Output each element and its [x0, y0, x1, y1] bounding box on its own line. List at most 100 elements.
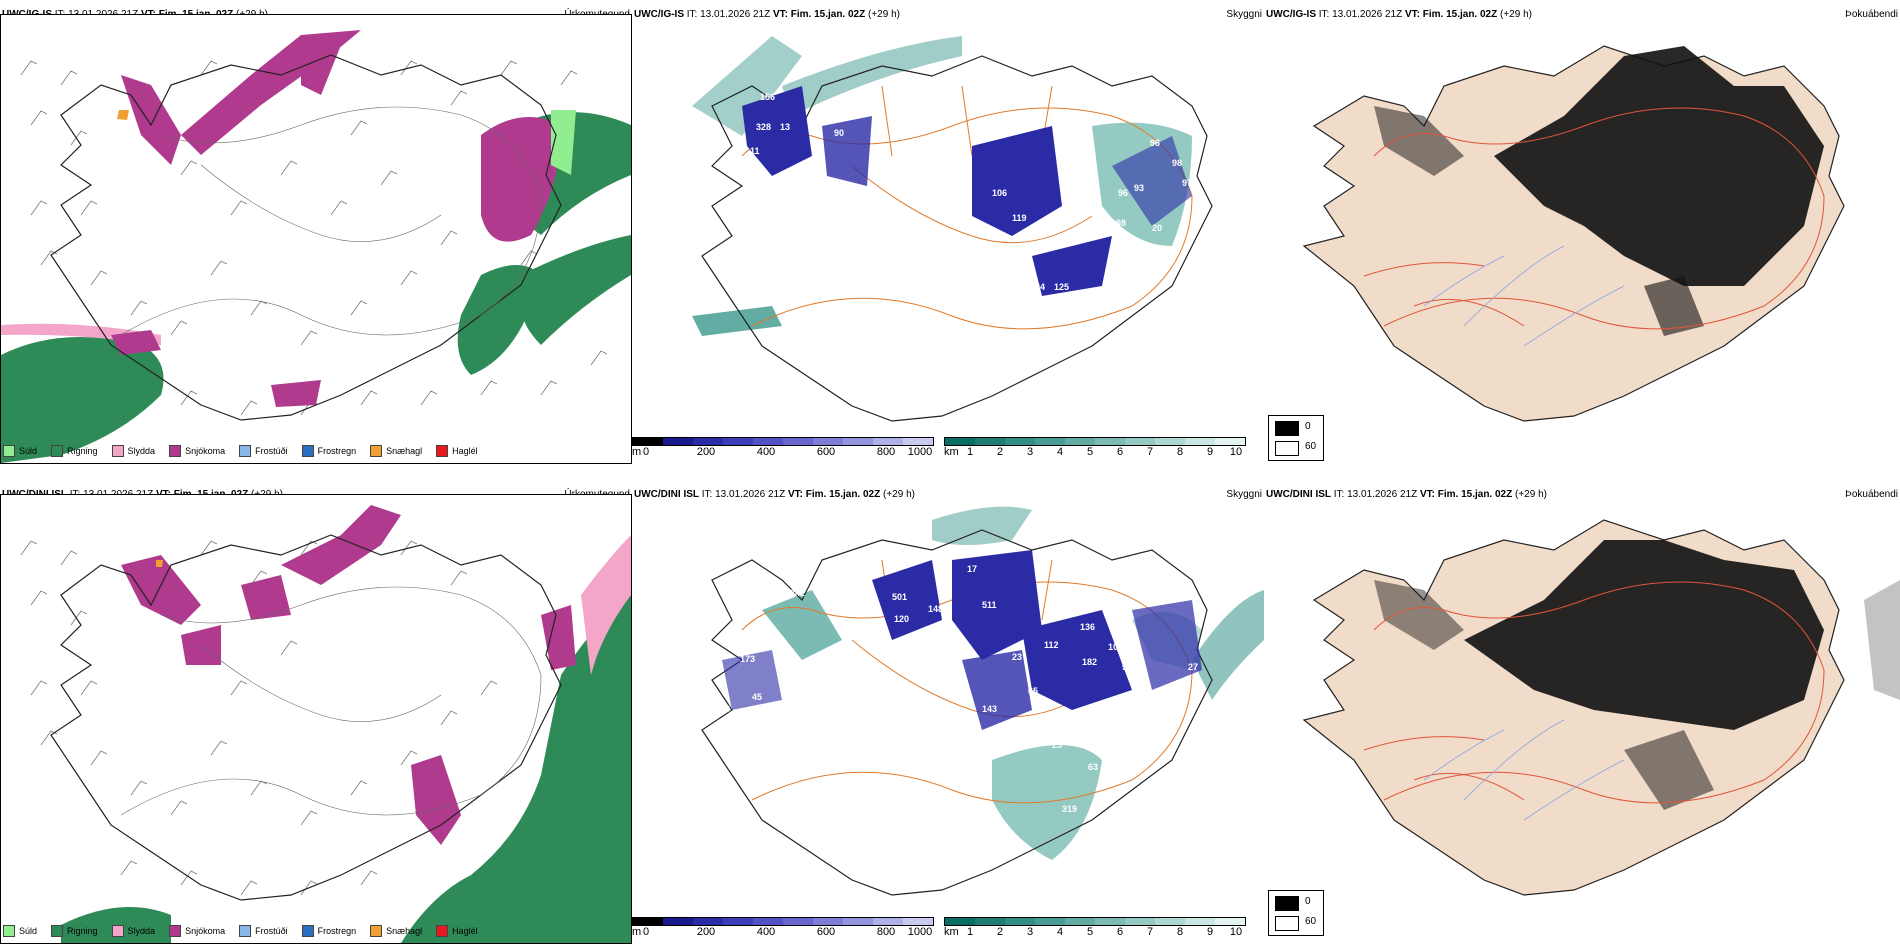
- vis-label: 90: [834, 128, 844, 138]
- cbar-cell: [945, 918, 975, 925]
- it-label: IT:: [1333, 489, 1345, 500]
- cbar-cell: [723, 438, 753, 445]
- vis-label: 23: [1012, 652, 1022, 662]
- legend-item: Snæhagl: [370, 443, 422, 459]
- visibility-colorbar: km 1 2 3 4 5 6 7 8 9 10: [944, 917, 1246, 943]
- cbar-cell: [693, 438, 723, 445]
- fog-swatch-light: [1275, 441, 1299, 456]
- fog-title: Þokuábendi: [1845, 9, 1898, 20]
- fog-light-label: 60: [1305, 916, 1317, 927]
- legend-swatch: [301, 445, 314, 457]
- vis-label: 143: [982, 704, 997, 714]
- vis-label: 112: [1044, 640, 1059, 650]
- cbar-cell: [1185, 438, 1215, 445]
- legend-swatch: [370, 445, 383, 457]
- cbar-cell: [1095, 918, 1125, 925]
- legend-item: Rigning: [51, 443, 98, 459]
- cbar-cell: [753, 438, 783, 445]
- iceland-outline: [50, 534, 562, 901]
- lead-time: (+29 h): [1500, 9, 1532, 20]
- vis-label: 319: [1062, 804, 1077, 814]
- cbar-cell: [1155, 438, 1185, 445]
- precip-map: [20, 505, 631, 943]
- tick-label: 6: [1116, 926, 1124, 938]
- cbar-cell: [753, 918, 783, 925]
- cloud-ticks: 0 200 400 600 800 1000: [632, 446, 932, 460]
- vis-label: 95: [1122, 662, 1132, 672]
- visibility-title: Skyggni: [1226, 489, 1262, 500]
- visibility-svg: 156 328 13 11 10 20 90 106 119 93 96 96 …: [692, 36, 1213, 422]
- visibility-title: Skyggni: [1226, 9, 1262, 20]
- vis-label: 20: [1152, 223, 1162, 233]
- lead-time: (+29 h): [868, 9, 900, 20]
- cbar-cell: [633, 918, 663, 925]
- fog-swatch-light: [1275, 916, 1299, 931]
- legend-swatch: [169, 445, 182, 457]
- tick-label: 200: [696, 926, 716, 938]
- legend-swatch: [3, 445, 15, 457]
- cloud-patches: [742, 86, 1192, 296]
- tick-label: 2: [996, 926, 1004, 938]
- visibility-colorbar-strip: [944, 437, 1246, 446]
- tick-label: 400: [756, 926, 776, 938]
- vis-label: 65: [1028, 686, 1038, 696]
- tick-label: 200: [696, 446, 716, 458]
- tick-label: 600: [816, 446, 836, 458]
- cbar-cell: [813, 918, 843, 925]
- roads: [1363, 581, 1825, 804]
- vis-label: 24: [1102, 740, 1112, 750]
- vis-label: 98: [1116, 218, 1126, 228]
- roads: [120, 106, 542, 336]
- roads: [1363, 107, 1825, 330]
- vt-label: VT:: [1404, 9, 1420, 20]
- cbar-cell: [723, 918, 753, 925]
- fog-legend: 0 60: [1268, 415, 1324, 461]
- vis-label: 98: [1172, 158, 1182, 168]
- tick-label: 7: [1146, 926, 1154, 938]
- legend-label: Snæhagl: [386, 446, 423, 456]
- model-name: UWC/IG-IS: [634, 9, 684, 20]
- legend-item: Slydda: [111, 923, 155, 939]
- cloud-colorbar: m 0 200 400 600 800 1000: [632, 437, 934, 463]
- fog-map: [1264, 500, 1900, 910]
- cbar-cell: [693, 918, 723, 925]
- fog-panel-1: UWC/IG-IS IT: 13.01.2026 21Z VT: Fim. 15…: [1264, 0, 1900, 470]
- legend-label: Slydda: [127, 446, 156, 456]
- vis-unit: km: [944, 446, 959, 458]
- cbar-cell: [783, 438, 813, 445]
- vt-value: Fim. 15.jan. 02Z: [805, 489, 881, 500]
- model-name: UWC/IG-IS: [1266, 9, 1316, 20]
- visibility-panel-2: UWC/DINI ISL IT: 13.01.2026 21Z VT: Fim.…: [632, 480, 1264, 950]
- vis-label: 20: [922, 348, 932, 358]
- vis-label: 25: [1052, 740, 1062, 750]
- vis-unit: km: [944, 926, 959, 938]
- vis-label: 13: [780, 122, 790, 132]
- legend-item: Súld: [3, 923, 37, 939]
- it-value: 13.01.2026 21Z: [1347, 489, 1418, 500]
- vis-label: 106: [992, 188, 1007, 198]
- legend-label: Frostregn: [317, 446, 357, 456]
- legend-item: Frostregn: [301, 923, 357, 939]
- legend-label: Haglél: [452, 926, 478, 936]
- legend-swatch: [239, 445, 252, 457]
- vis-label: 15: [1012, 742, 1022, 752]
- vis-label: 120: [894, 614, 909, 624]
- row-1: UWC/IG-IS IT: 13.01.2026 21Z VT: Fim. 15…: [0, 0, 1900, 470]
- vt-value: Fim. 15.jan. 02Z: [1437, 489, 1513, 500]
- tick-label: 9: [1206, 446, 1214, 458]
- vis-ticks: 1 2 3 4 5 6 7 8 9 10: [944, 446, 1244, 460]
- cbar-cell: [873, 438, 903, 445]
- cloud-unit: m: [632, 446, 642, 458]
- it-value: 13.01.2026 21Z: [700, 9, 771, 20]
- legend-label: Frostregn: [317, 926, 357, 936]
- vt-label: VT:: [772, 9, 788, 20]
- vis-label: 10: [1052, 336, 1062, 346]
- cloud-colorbar-strip: [632, 917, 934, 926]
- vt-label: VT:: [787, 489, 803, 500]
- visibility-panel-1: UWC/IG-IS IT: 13.01.2026 21Z VT: Fim. 15…: [632, 0, 1264, 470]
- vis-label: 120: [1132, 276, 1147, 286]
- vt-value: Fim. 15.jan. 02Z: [1422, 9, 1498, 20]
- cbar-cell: [663, 438, 693, 445]
- cbar-cell: [633, 438, 663, 445]
- legend-swatch: [51, 445, 64, 457]
